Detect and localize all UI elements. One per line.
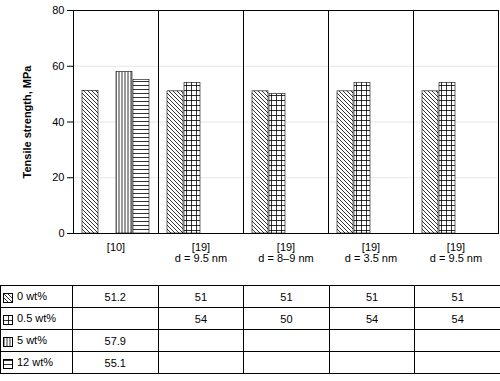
html-text:0.5 wt%: 0.5 wt% <box>17 312 57 325</box>
svg-text:[10]: [10] <box>107 241 125 253</box>
svg-text:[19]d = 3.5 nm: [19]d = 3.5 nm <box>345 241 397 264</box>
html-text:51: 51 <box>194 290 207 303</box>
html-text:51: 51 <box>451 290 464 303</box>
html-text:50: 50 <box>280 312 293 325</box>
html-text:54: 54 <box>366 312 379 325</box>
svg-text:[19]d = 9.5 nm: [19]d = 9.5 nm <box>175 241 227 264</box>
svg-text:40: 40 <box>52 116 64 128</box>
html-text:51: 51 <box>280 290 293 303</box>
html-text:54: 54 <box>451 312 464 325</box>
svg-text:20: 20 <box>52 171 64 183</box>
html-text:51: 51 <box>366 290 379 303</box>
svg-text:[19]d = 9.5 nm: [19]d = 9.5 nm <box>430 241 482 264</box>
html-text:55.1: 55.1 <box>104 356 126 369</box>
html-text:57.9: 57.9 <box>104 334 126 347</box>
svg-text:0: 0 <box>58 227 64 239</box>
svg-text:[19]d = 8–9 nm: [19]d = 8–9 nm <box>258 241 313 264</box>
html-text:51.2: 51.2 <box>104 290 126 303</box>
svg-text:60: 60 <box>52 60 64 72</box>
html-text:5 wt%: 5 wt% <box>17 334 47 347</box>
svg-text:Tensile strength, MPa: Tensile strength, MPa <box>21 65 33 179</box>
html-text:12 wt%: 12 wt% <box>17 356 54 369</box>
html-text:0 wt%: 0 wt% <box>17 290 47 303</box>
svg-text:80: 80 <box>52 4 64 16</box>
html-text:54: 54 <box>194 312 207 325</box>
